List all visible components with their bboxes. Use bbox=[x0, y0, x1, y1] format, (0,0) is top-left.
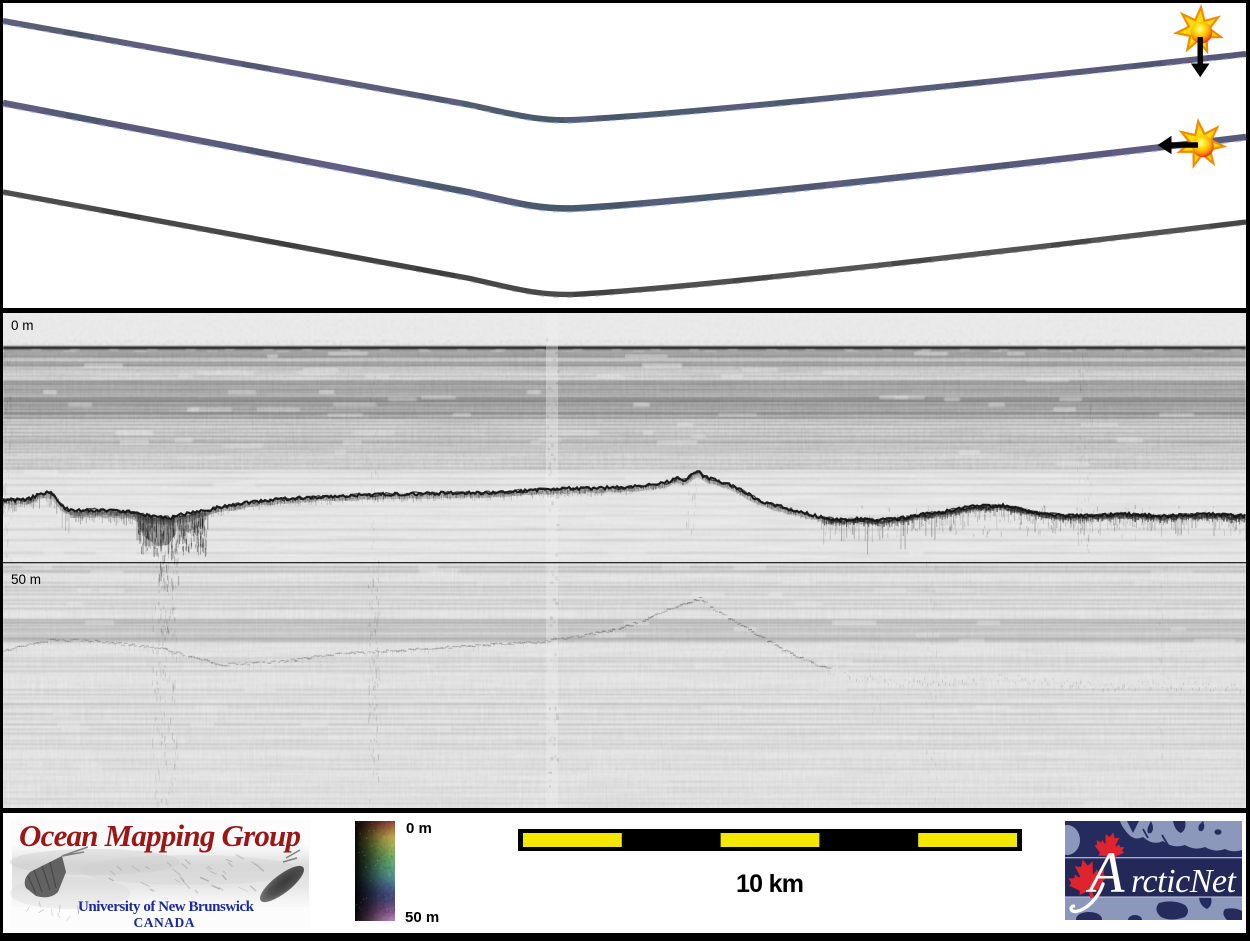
svg-text:rcticNet: rcticNet bbox=[1131, 863, 1238, 900]
svg-text:10 km: 10 km bbox=[736, 870, 804, 898]
svg-text:0 m: 0 m bbox=[406, 820, 432, 837]
svg-text:CANADA: CANADA bbox=[134, 915, 195, 930]
svg-text:50 m: 50 m bbox=[405, 909, 439, 926]
svg-text:Ocean Mapping Group: Ocean Mapping Group bbox=[19, 818, 301, 853]
svg-text:A: A bbox=[1085, 840, 1125, 905]
svg-text:University of New Brunswick: University of New Brunswick bbox=[78, 899, 255, 915]
svg-text:0 m: 0 m bbox=[11, 318, 34, 333]
svg-text:50 m: 50 m bbox=[11, 572, 41, 587]
